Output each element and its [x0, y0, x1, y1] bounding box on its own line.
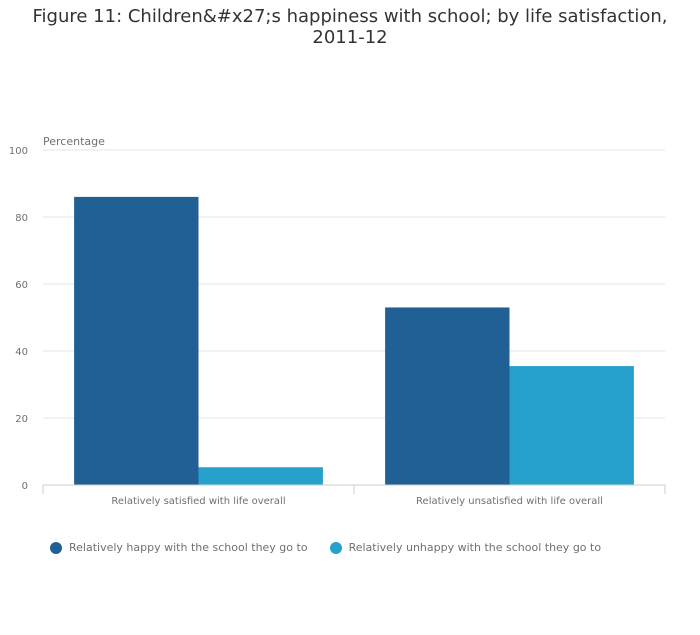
legend-label-happy: Relatively happy with the school they go… — [69, 541, 308, 554]
x-axis: Relatively satisfied with life overall Re… — [42, 484, 666, 507]
y-axis-ticks: 0 20 40 60 80 100 — [9, 146, 28, 492]
bar-unhappy-unsatisfied[interactable] — [509, 366, 634, 485]
bar-unhappy-satisfied[interactable] — [198, 467, 323, 485]
y-tick-label: 40 — [15, 347, 28, 358]
legend-marker-happy — [50, 541, 62, 554]
legend-item-unhappy[interactable]: Relatively unhappy with the school they … — [329, 541, 602, 554]
x-tick-label: Relatively satisfied with life overall — [111, 496, 285, 507]
y-axis-label: Percentage — [43, 135, 105, 148]
y-tick-label: 100 — [9, 146, 28, 157]
bar-happy-unsatisfied[interactable] — [385, 307, 510, 485]
chart-title: Figure 11: Children&#x27;s happiness wit… — [32, 6, 668, 48]
legend-item-happy[interactable]: Relatively happy with the school they go… — [50, 541, 308, 554]
bars — [74, 196, 634, 485]
legend-marker-unhappy — [329, 541, 342, 554]
y-tick-label: 20 — [15, 414, 28, 425]
y-tick-label: 60 — [15, 280, 28, 291]
legend-label-unhappy: Relatively unhappy with the school they … — [348, 541, 602, 554]
x-tick-label: Relatively unsatisfied with life overall — [416, 496, 603, 507]
bar-happy-satisfied[interactable] — [74, 196, 199, 485]
y-tick-label: 80 — [15, 213, 28, 224]
y-tick-label: 0 — [22, 481, 28, 492]
legend: Relatively happy with the school they go… — [50, 541, 601, 554]
